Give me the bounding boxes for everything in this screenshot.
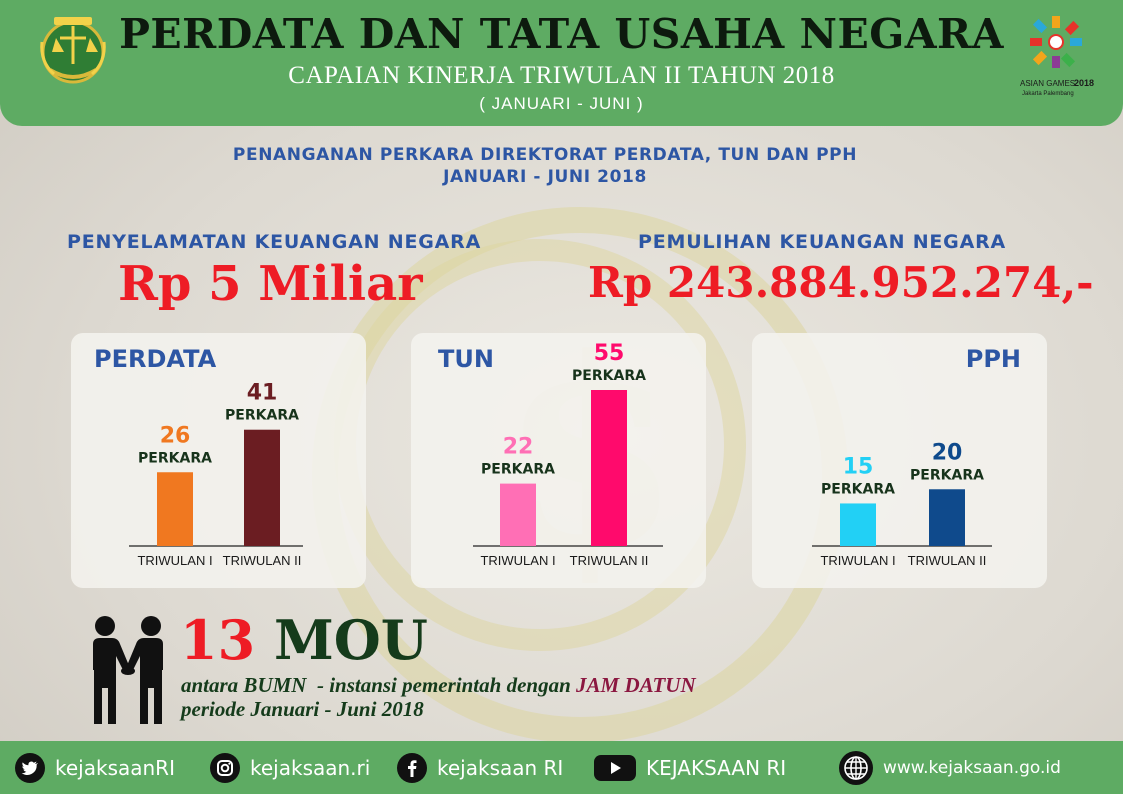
chart-perdata: PERKARA 26 TRIWULAN I PERKARA 41 TRIWULAN II — [129, 381, 303, 568]
social-facebook[interactable]: kejaksaan RI — [397, 741, 563, 794]
chart-tun: PERKARA 22 TRIWULAN I PERKARA 55 TRIWULAN II — [473, 341, 663, 568]
kejaksaan-emblem-icon — [40, 17, 106, 84]
social-twitter[interactable]: kejaksaanRI — [15, 741, 175, 794]
globe-icon[interactable] — [839, 750, 873, 785]
section-period: JANUARI - JUNI 2018 — [443, 167, 647, 187]
bar-value-label: 15 — [843, 454, 874, 479]
chart-title-perdata: PERDATA — [94, 345, 217, 373]
bar-unit-label: PERKARA — [821, 481, 895, 497]
twitter-handle[interactable]: kejaksaanRI — [55, 755, 175, 780]
page-title: PERDATA DAN TATA USAHA NEGARA — [119, 10, 1004, 58]
bar-value-label: 41 — [247, 381, 278, 406]
header-banner: PERDATA DAN TATA USAHA NEGARA CAPAIAN KI… — [0, 0, 1123, 126]
saving-label: PENYELAMATAN KEUANGAN NEGARA — [67, 231, 482, 253]
svg-text:ASIAN GAMES: ASIAN GAMES — [1020, 79, 1075, 88]
bar-pph-2 — [929, 489, 965, 546]
bar-unit-label: PERKARA — [481, 462, 555, 478]
facebook-icon[interactable] — [397, 752, 427, 783]
bar-unit-label: PERKARA — [910, 467, 984, 483]
category-label: TRIWULAN I — [480, 553, 555, 568]
bar-value-label: 20 — [932, 440, 963, 465]
bar-perdata-2 — [244, 429, 280, 546]
svg-text:2018: 2018 — [1074, 78, 1094, 88]
bar-value-label: 22 — [503, 435, 534, 460]
chart-panel-perdata: PERDATA PERKARA 26 TRIWULAN I PERKARA 41 TRIW… — [71, 333, 366, 588]
mou-desc-prefix: antara BUMN - instansi pemerintah dengan — [181, 673, 577, 697]
chart-panel-tun: TUN PERKARA 22 TRIWULAN I PERKARA 55 TRIWULAN… — [411, 333, 706, 588]
category-label: TRIWULAN I — [137, 553, 212, 568]
chart-pph: PERKARA 15 TRIWULAN I PERKARA 20 TRIWULAN II — [812, 440, 992, 568]
mou-count: 13 — [180, 608, 256, 672]
twitter-icon[interactable] — [15, 752, 45, 783]
instagram-icon[interactable] — [210, 752, 240, 783]
chart-title-pph: PPH — [965, 345, 1021, 373]
bar-pph-1 — [840, 503, 876, 546]
page-subtitle: CAPAIAN KINERJA TRIWULAN II TAHUN 2018 — [288, 62, 835, 89]
page-period: ( JANUARI - JUNI ) — [479, 94, 644, 113]
social-instagram[interactable]: kejaksaan.ri — [210, 741, 370, 794]
bar-value-label: 26 — [160, 423, 191, 448]
footer-bar: kejaksaanRI kejaksaan.ri kejaksaan RI KE… — [0, 741, 1123, 794]
recovery-value: Rp 243.884.952.274,- — [588, 258, 1094, 307]
category-label: TRIWULAN II — [570, 553, 649, 568]
social-website[interactable]: www.kejaksaan.go.id — [839, 741, 1061, 794]
mou-period: periode Januari - Juni 2018 — [181, 697, 424, 721]
mou-desc-highlight: JAM DATUN — [576, 673, 696, 697]
svg-text:Jakarta Palembang: Jakarta Palembang — [1022, 91, 1074, 97]
bar-tun-2 — [591, 390, 627, 546]
bar-unit-label: PERKARA — [572, 368, 646, 384]
asian-games-logo-icon: ASIAN GAMES 2018 Jakarta Palembang — [1020, 16, 1094, 97]
saving-value: Rp 5 Miliar — [118, 256, 423, 312]
youtube-icon[interactable] — [594, 753, 636, 783]
bar-unit-label: PERKARA — [138, 450, 212, 466]
youtube-channel[interactable]: KEJAKSAAN RI — [646, 755, 787, 780]
chart-panel-pph: PPH PERKARA 15 TRIWULAN I PERKARA 20 TRIWULAN… — [752, 333, 1047, 588]
bar-unit-label: PERKARA — [225, 408, 299, 424]
category-label: TRIWULAN II — [908, 553, 987, 568]
mou-word: MOU — [273, 608, 428, 672]
instagram-handle[interactable]: kejaksaan.ri — [250, 755, 371, 780]
handshake-icon — [93, 616, 163, 724]
recovery-label: PEMULIHAN KEUANGAN NEGARA — [638, 231, 1007, 253]
category-label: TRIWULAN I — [820, 553, 895, 568]
mou-headline: 13 MOU — [180, 608, 428, 672]
mou-description: antara BUMN - instansi pemerintah dengan… — [181, 673, 696, 698]
chart-title-tun: TUN — [438, 345, 494, 373]
bar-perdata-1 — [157, 472, 193, 546]
bar-value-label: 55 — [594, 341, 625, 366]
social-youtube[interactable]: KEJAKSAAN RI — [594, 741, 786, 794]
facebook-handle[interactable]: kejaksaan RI — [437, 755, 564, 780]
section-heading: PENANGANAN PERKARA DIREKTORAT PERDATA, T… — [232, 145, 858, 165]
bar-tun-1 — [500, 483, 536, 546]
category-label: TRIWULAN II — [223, 553, 302, 568]
website-url[interactable]: www.kejaksaan.go.id — [883, 757, 1061, 778]
